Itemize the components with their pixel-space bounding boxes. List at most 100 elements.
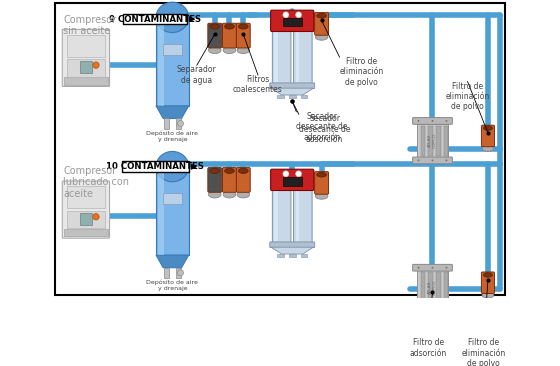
- Circle shape: [432, 267, 433, 269]
- Circle shape: [418, 306, 419, 308]
- Circle shape: [445, 306, 447, 308]
- FancyBboxPatch shape: [236, 23, 250, 48]
- Bar: [67, 35, 105, 57]
- Ellipse shape: [237, 47, 250, 53]
- Ellipse shape: [482, 145, 494, 152]
- Circle shape: [283, 12, 289, 18]
- FancyBboxPatch shape: [272, 29, 291, 85]
- Bar: [436, 126, 441, 156]
- Ellipse shape: [483, 273, 492, 277]
- FancyBboxPatch shape: [208, 23, 222, 48]
- Bar: [156, 17, 189, 106]
- Circle shape: [296, 171, 302, 177]
- FancyBboxPatch shape: [413, 157, 452, 164]
- Bar: [421, 126, 425, 156]
- Bar: [164, 268, 169, 278]
- Ellipse shape: [178, 270, 184, 276]
- Bar: [296, 191, 299, 241]
- Bar: [289, 95, 296, 98]
- Bar: [274, 191, 278, 241]
- Circle shape: [296, 12, 302, 18]
- Text: 9 CONTAMINANTES: 9 CONTAMINANTES: [109, 15, 201, 24]
- FancyBboxPatch shape: [222, 168, 236, 192]
- Bar: [156, 167, 189, 255]
- FancyBboxPatch shape: [62, 181, 110, 238]
- Ellipse shape: [156, 152, 189, 182]
- Text: Compresor
sin aceite: Compresor sin aceite: [63, 15, 116, 36]
- Ellipse shape: [239, 168, 248, 173]
- Text: Secador
desecante de
adsorción: Secador desecante de adsorción: [298, 114, 350, 144]
- Ellipse shape: [239, 24, 248, 29]
- Circle shape: [283, 171, 289, 177]
- FancyBboxPatch shape: [270, 169, 314, 190]
- Ellipse shape: [315, 193, 328, 199]
- Ellipse shape: [223, 47, 236, 53]
- Bar: [301, 254, 307, 257]
- Ellipse shape: [210, 24, 220, 29]
- Bar: [158, 17, 164, 106]
- Text: Filtro de
eliminación
de polvo: Filtro de eliminación de polvo: [339, 57, 384, 87]
- Text: 10 CONTAMINANTES: 10 CONTAMINANTES: [106, 162, 204, 171]
- FancyBboxPatch shape: [208, 168, 222, 192]
- Bar: [428, 126, 433, 156]
- Circle shape: [418, 160, 419, 161]
- Ellipse shape: [178, 120, 184, 127]
- Circle shape: [445, 120, 447, 122]
- Bar: [428, 272, 433, 302]
- Bar: [444, 126, 449, 156]
- Text: Depósito de aire
y drenaje: Depósito de aire y drenaje: [146, 130, 198, 142]
- Bar: [277, 254, 284, 257]
- FancyBboxPatch shape: [270, 242, 315, 247]
- Bar: [421, 272, 425, 302]
- FancyBboxPatch shape: [62, 29, 110, 86]
- Bar: [67, 211, 105, 228]
- FancyBboxPatch shape: [270, 83, 315, 89]
- FancyBboxPatch shape: [272, 188, 291, 244]
- Circle shape: [445, 160, 447, 161]
- FancyBboxPatch shape: [482, 272, 494, 294]
- FancyBboxPatch shape: [413, 304, 452, 310]
- Bar: [67, 59, 105, 77]
- FancyBboxPatch shape: [270, 10, 314, 31]
- Bar: [417, 124, 448, 158]
- Circle shape: [445, 267, 447, 269]
- Bar: [289, 254, 296, 257]
- FancyBboxPatch shape: [413, 117, 452, 124]
- Circle shape: [93, 62, 99, 68]
- Bar: [64, 77, 108, 85]
- Bar: [436, 272, 441, 302]
- Text: Separador
de agua: Separador de agua: [177, 65, 217, 85]
- Bar: [162, 193, 182, 204]
- Bar: [176, 268, 180, 278]
- Ellipse shape: [483, 126, 492, 130]
- FancyBboxPatch shape: [293, 188, 312, 244]
- Bar: [444, 272, 449, 302]
- Bar: [164, 119, 169, 128]
- Bar: [176, 119, 180, 128]
- Bar: [81, 213, 92, 225]
- Bar: [417, 270, 448, 305]
- Ellipse shape: [225, 24, 234, 29]
- Ellipse shape: [156, 2, 189, 33]
- Text: ATLAS
COPCO: ATLAS COPCO: [428, 133, 437, 148]
- Ellipse shape: [482, 292, 494, 298]
- Text: Depósito de aire
y drenaje: Depósito de aire y drenaje: [146, 280, 198, 291]
- Circle shape: [432, 120, 433, 122]
- Ellipse shape: [208, 191, 221, 198]
- FancyBboxPatch shape: [315, 172, 329, 194]
- Bar: [274, 32, 278, 82]
- Ellipse shape: [225, 168, 234, 173]
- Bar: [296, 32, 299, 82]
- Ellipse shape: [210, 168, 220, 173]
- Text: Filtro de
adsorción: Filtro de adsorción: [410, 339, 447, 358]
- Circle shape: [418, 120, 419, 122]
- Polygon shape: [271, 247, 314, 254]
- Bar: [158, 167, 164, 255]
- Text: Secador
desecante de
adsorción: Secador desecante de adsorción: [296, 112, 348, 142]
- Circle shape: [418, 267, 419, 269]
- FancyBboxPatch shape: [413, 264, 452, 271]
- Bar: [301, 95, 307, 98]
- FancyBboxPatch shape: [293, 29, 312, 85]
- Ellipse shape: [317, 172, 326, 177]
- Polygon shape: [156, 106, 189, 119]
